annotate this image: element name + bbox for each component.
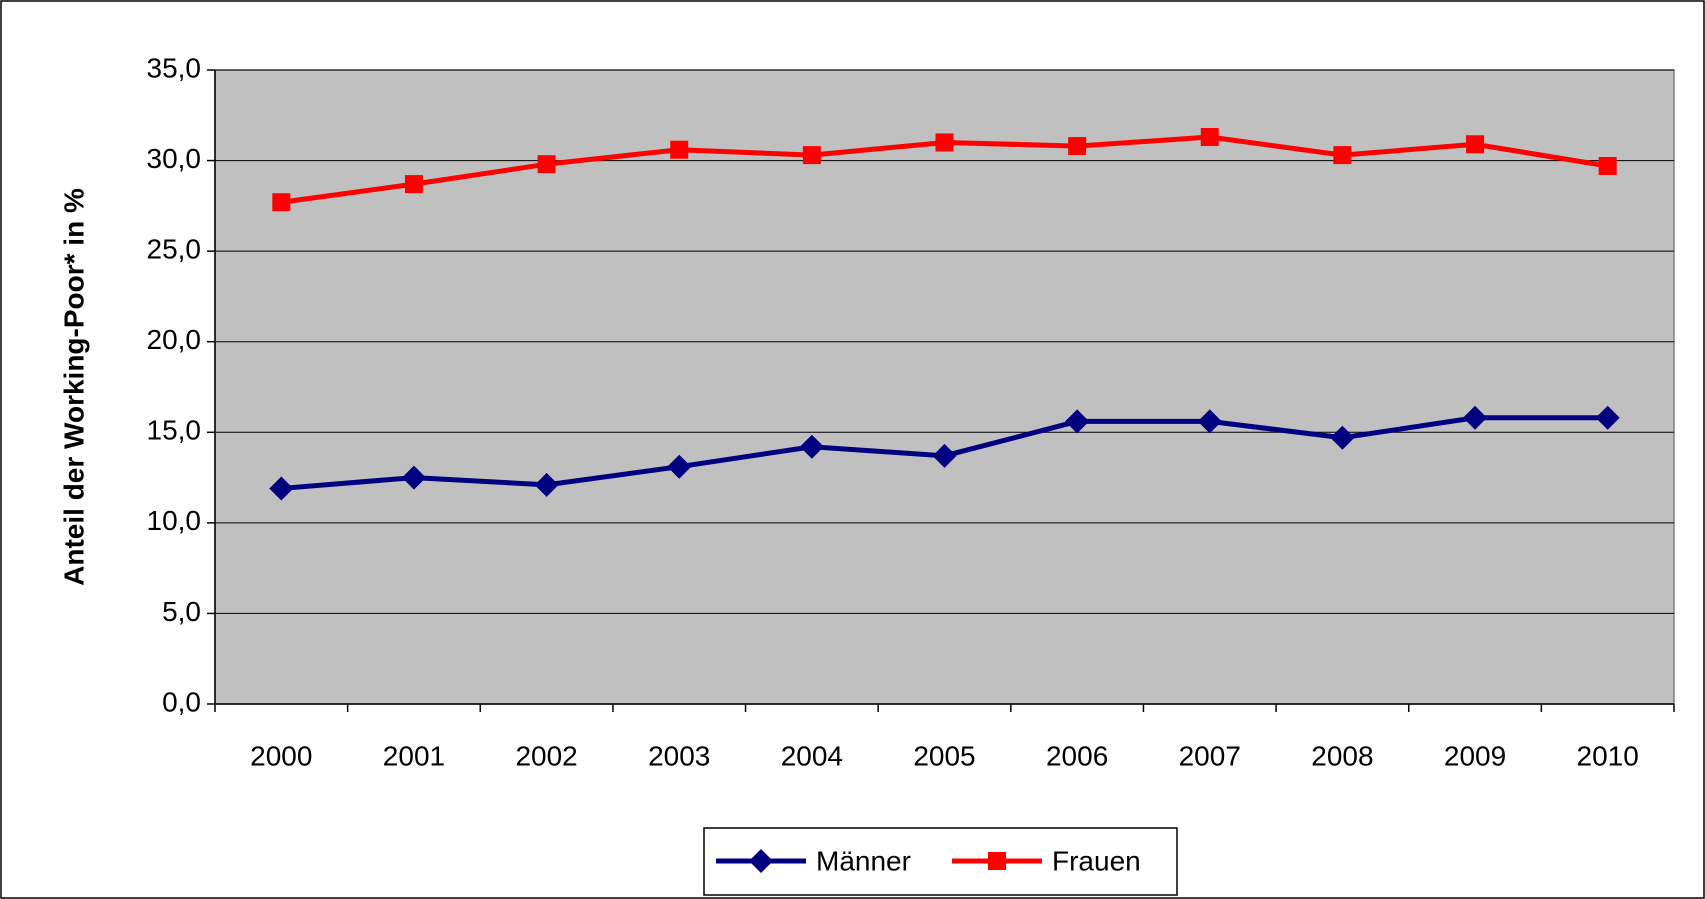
data-point: [799, 434, 824, 459]
x-tick-label: 2004: [781, 740, 843, 771]
y-tick-label: 20,0: [147, 324, 202, 355]
data-point: [802, 146, 821, 165]
x-tick-label: 2001: [383, 740, 445, 771]
data-point: [670, 140, 689, 159]
data-point: [404, 175, 423, 194]
y-tick-label: 0,0: [162, 686, 201, 717]
x-tick-label: 2002: [515, 740, 577, 771]
x-tick-label: 2008: [1311, 740, 1373, 771]
y-tick-label: 15,0: [147, 415, 202, 446]
data-point: [537, 155, 556, 174]
y-tick-label: 25,0: [147, 234, 202, 265]
data-point: [1197, 409, 1222, 434]
x-tick-label: 2010: [1577, 740, 1639, 771]
x-tick-label: 2003: [648, 740, 710, 771]
data-point: [932, 443, 957, 468]
data-point: [667, 454, 692, 479]
plot-background: [214, 69, 1675, 705]
data-point: [534, 472, 559, 497]
x-tick-label: 2005: [913, 740, 975, 771]
x-tick-label: 2000: [250, 740, 312, 771]
y-tick-label: 30,0: [147, 143, 202, 174]
data-point: [1595, 405, 1620, 430]
data-point: [1330, 425, 1355, 450]
data-point: [401, 465, 426, 490]
y-tick-label: 5,0: [162, 596, 201, 627]
data-point: [1466, 135, 1485, 154]
legend-marker: [988, 852, 1006, 870]
x-tick-label: 2007: [1179, 740, 1241, 771]
data-point: [1065, 409, 1090, 434]
legend-marker: [749, 849, 773, 873]
data-point: [1333, 146, 1352, 165]
data-point: [269, 476, 294, 501]
y-tick-label: 35,0: [147, 52, 202, 83]
y-tick-label: 10,0: [147, 505, 202, 536]
data-point: [935, 133, 954, 152]
data-point: [1463, 405, 1488, 430]
data-point: [1200, 128, 1219, 147]
data-point: [1598, 157, 1617, 176]
x-tick-label: 2009: [1444, 740, 1506, 771]
y-axis-label: Anteil der Working-Poor* in %: [58, 188, 89, 586]
data-point: [272, 193, 291, 212]
x-tick-label: 2006: [1046, 740, 1108, 771]
legend-label: Männer: [816, 845, 911, 876]
legend-label: Frauen: [1052, 845, 1141, 876]
data-point: [1068, 137, 1087, 156]
